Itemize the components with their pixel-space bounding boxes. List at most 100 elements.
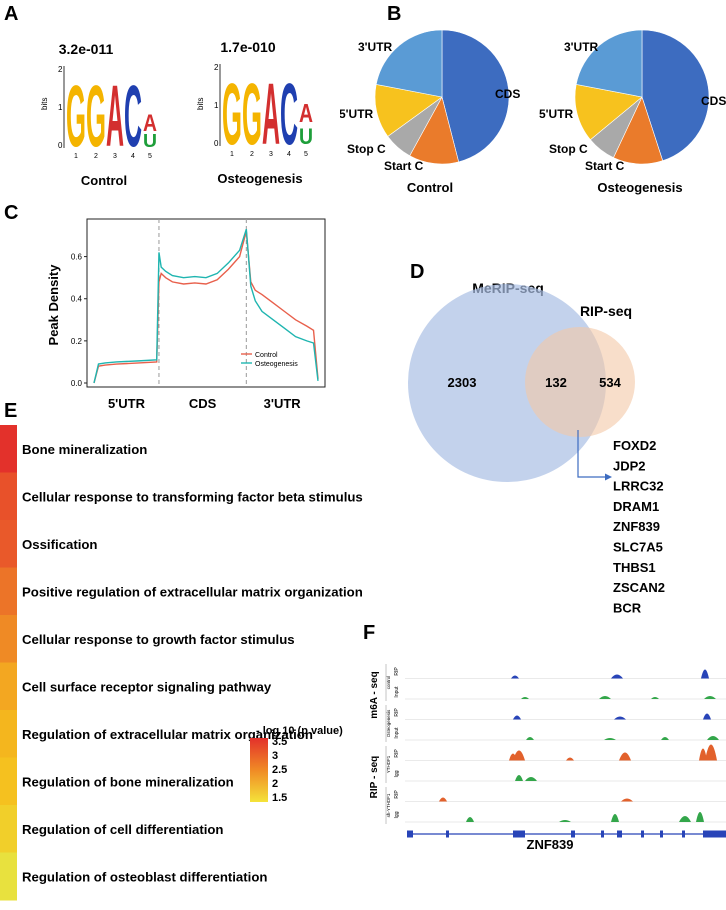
- y-tick-label: 0.4: [71, 295, 83, 304]
- legend-label-control: Control: [255, 352, 278, 359]
- panel-f: F m6A - seq RIP - seq RIPInputRIPInputRI…: [363, 622, 726, 852]
- track-peak: [703, 713, 711, 720]
- venn-right-label: RIP-seq: [580, 303, 632, 319]
- track-label: Input: [394, 727, 400, 739]
- track-peak: [651, 697, 659, 699]
- gene-exon: [682, 830, 685, 838]
- gene-list: FOXD2 JDP2 LRRC32 DRAM1 ZNF839 SLC7A5 THBS1 ZSC…: [613, 438, 665, 615]
- line-series: [93, 229, 319, 384]
- pie-chart-control: [374, 29, 510, 165]
- series-line-control: [93, 231, 319, 384]
- x-region-label: 3'UTR: [264, 396, 302, 411]
- go-term-label: Cell surface receptor signaling pathway: [22, 679, 272, 694]
- track-peak: [439, 797, 447, 802]
- track-peak: [513, 715, 521, 720]
- go-term-color-cell: [0, 425, 17, 473]
- go-term-label: Positive regulation of extracellular mat…: [22, 584, 363, 599]
- panel-letter-b: B: [387, 3, 401, 25]
- legend-tick-label: 1.5: [272, 792, 287, 804]
- pie-label-stop-c: Stop C: [347, 142, 386, 156]
- pie-slice-3-utr: [575, 29, 643, 98]
- go-term-color-cell: [0, 757, 17, 806]
- logo-position: 5: [148, 153, 152, 160]
- gene-exon: [641, 830, 644, 838]
- legend-tick-label: 3: [272, 750, 278, 762]
- gene-list-item: THBS1: [613, 560, 656, 575]
- gene-exon: [407, 830, 413, 838]
- venn-left-count: 2303: [448, 375, 477, 390]
- logo-letter: A: [106, 68, 124, 165]
- track-peak: [525, 777, 537, 781]
- group-label-rip: RIP - seq: [369, 756, 380, 799]
- logo-ytick: 2: [214, 63, 219, 72]
- venn-arrow: [577, 430, 608, 478]
- venn-circle-rip: [525, 327, 635, 437]
- logo-letter: U: [143, 131, 157, 151]
- logo-position: 2: [94, 153, 98, 160]
- logo-letter: A: [143, 110, 157, 137]
- track-label: Igg: [394, 770, 400, 777]
- region-boundaries: [158, 219, 247, 387]
- track-sample-label: control: [386, 676, 391, 690]
- logo-letter: C: [124, 68, 142, 165]
- go-term-label: Regulation of osteoblast differentiation: [22, 869, 267, 884]
- pie-slice-5-utr: [574, 84, 643, 141]
- logo-position: 1: [230, 151, 234, 158]
- go-term-color-cell: [0, 520, 17, 568]
- track-peak: [604, 738, 616, 740]
- track-peak: [679, 816, 691, 822]
- logo-letter: A: [299, 98, 313, 128]
- track-peak: [614, 716, 626, 720]
- logo-position: 3: [113, 153, 117, 160]
- panel-a: A 3.2e-011 bits 2 1 0 G G A C A U 1 2 3 …: [4, 3, 157, 188]
- track-peak: [559, 820, 571, 822]
- logo-letter: G: [66, 68, 86, 165]
- logo-letter: G: [222, 66, 242, 163]
- gene-exon: [660, 830, 663, 838]
- go-term-label: Cellular response to transforming factor…: [22, 489, 363, 504]
- pie-chart-osteogenesis: [574, 29, 710, 165]
- logo-letter: G: [242, 66, 262, 163]
- logo-label: Control: [81, 173, 127, 188]
- track-peak: [621, 798, 633, 802]
- panel-a-logo-2: 1.7e-010 bits 2 1 0 G G A C A U 1 2 3 4 …: [196, 39, 313, 186]
- go-term-label: Regulation of cell differentiation: [22, 822, 223, 837]
- track-peak: [515, 775, 523, 781]
- pie-label-5utr: 5'UTR: [539, 107, 574, 121]
- track-peak: [661, 737, 669, 740]
- y-tick-label: 0.2: [71, 337, 83, 346]
- pie-title: Control: [407, 180, 453, 195]
- go-term-label: Cellular response to growth factor stimu…: [22, 632, 295, 647]
- track-sample-label: Osteogenesis: [386, 709, 391, 737]
- track-peak: [566, 757, 574, 761]
- legend-title: - log 10 (p value): [256, 725, 343, 737]
- track-peak: [707, 736, 719, 740]
- logo-letter: C: [280, 66, 298, 163]
- genome-tracks: RIP Input RIP Input RIP Igg RIP Igg control Osteo…: [385, 664, 726, 824]
- track-peak: [699, 748, 707, 761]
- go-term-label: Ossification: [22, 537, 97, 552]
- logo-position: 3: [269, 151, 273, 158]
- arrow-head-icon: [605, 473, 612, 481]
- logo-ytick: 0: [58, 141, 63, 150]
- legend: Control Osteogenesis: [241, 352, 298, 368]
- sequence-logo-control: 3.2e-011 bits 2 1 0 G G A C A U 1 2 3 4 …: [40, 41, 157, 188]
- gene-model: [407, 830, 726, 838]
- gene-list-item: DRAM1: [613, 499, 659, 514]
- go-term-label: Regulation of bone mineralization: [22, 774, 234, 789]
- track-peak: [701, 669, 709, 679]
- track-peak: [521, 697, 529, 699]
- logo-position: 5: [304, 151, 308, 158]
- go-term-color-cell: [0, 472, 17, 521]
- panel-letter-a: A: [4, 3, 18, 25]
- logo-label: Osteogenesis: [217, 171, 302, 186]
- logo-pvalue: 1.7e-010: [220, 39, 275, 55]
- venn-right-count: 534: [599, 375, 621, 390]
- track-peak: [511, 675, 519, 679]
- logo-ytick: 1: [214, 101, 219, 110]
- go-term-color-cell: [0, 710, 17, 758]
- track-peak: [696, 812, 704, 822]
- color-legend-bar: [250, 738, 268, 802]
- plot-frame: [86, 218, 326, 388]
- pie-label-5utr: 5'UTR: [340, 107, 374, 121]
